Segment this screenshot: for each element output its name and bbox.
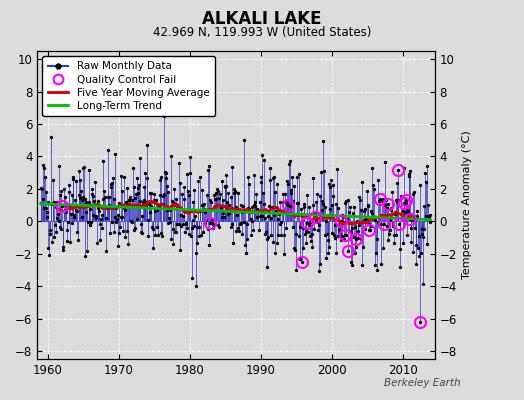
Y-axis label: Temperature Anomaly (°C): Temperature Anomaly (°C) <box>462 131 472 280</box>
Text: Berkeley Earth: Berkeley Earth <box>385 378 461 388</box>
Text: 42.969 N, 119.993 W (United States): 42.969 N, 119.993 W (United States) <box>153 26 371 39</box>
Text: ALKALI LAKE: ALKALI LAKE <box>202 10 322 28</box>
Legend: Raw Monthly Data, Quality Control Fail, Five Year Moving Average, Long-Term Tren: Raw Monthly Data, Quality Control Fail, … <box>42 56 215 116</box>
